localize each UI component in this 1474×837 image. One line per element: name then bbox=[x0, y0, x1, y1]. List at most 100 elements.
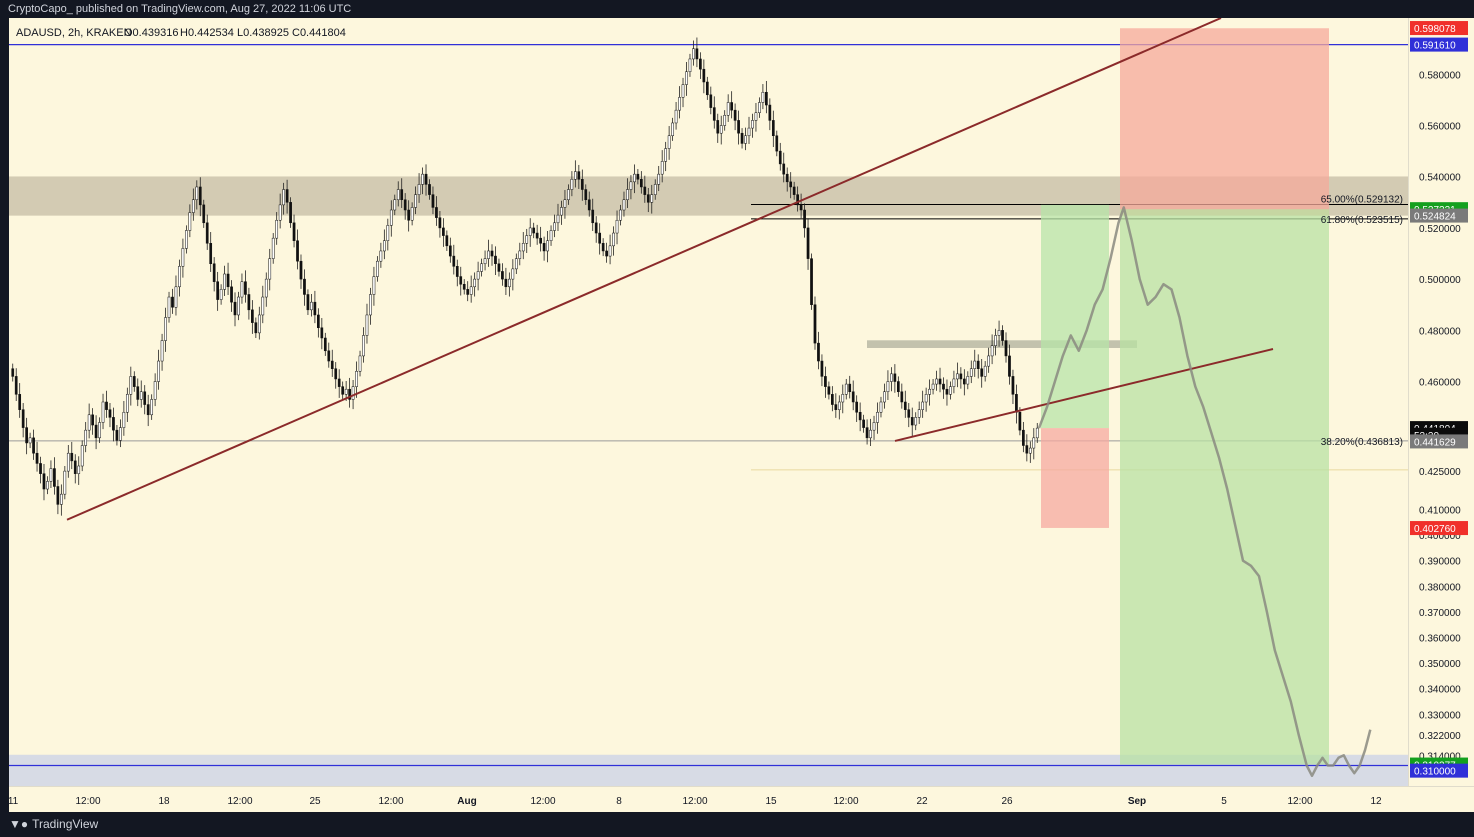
candle-body bbox=[219, 289, 223, 300]
candle-body bbox=[417, 184, 421, 195]
consolidation-zone bbox=[867, 340, 1137, 348]
candle-body bbox=[188, 212, 192, 231]
lower-trendline bbox=[894, 348, 1274, 442]
candle bbox=[376, 256, 379, 282]
candle bbox=[1025, 434, 1029, 462]
candle bbox=[226, 262, 230, 295]
candle bbox=[1015, 384, 1018, 424]
candle-body bbox=[754, 112, 758, 121]
candle bbox=[667, 126, 671, 160]
candle bbox=[60, 484, 63, 516]
candle-body bbox=[945, 388, 949, 395]
candle bbox=[959, 367, 963, 389]
x-tick-label: 12:00 bbox=[833, 796, 858, 807]
candle-body bbox=[77, 465, 81, 474]
candle bbox=[254, 317, 258, 338]
candle bbox=[1001, 325, 1004, 346]
candle bbox=[525, 228, 529, 254]
price-scale[interactable]: USD 0.5800000.5600000.5400000.5200000.50… bbox=[1408, 18, 1474, 786]
candle bbox=[84, 421, 88, 453]
candle-body bbox=[323, 337, 327, 352]
candle-body bbox=[664, 148, 668, 162]
price-label-bg bbox=[1410, 434, 1468, 449]
chart-area[interactable]: 65.00%(0.529132) 61.80%(0.523515) 38.20%(0… bbox=[9, 18, 1408, 786]
candle bbox=[139, 380, 143, 408]
time-axis[interactable]: 11 12:00 18 12:00 25 12:00 Aug 12:00 8 12:00 15 12:… bbox=[8, 786, 1474, 813]
candle bbox=[35, 441, 39, 472]
candle bbox=[1035, 422, 1039, 443]
candle bbox=[615, 210, 619, 245]
tradingview-logo-icon[interactable]: ▼● bbox=[9, 817, 29, 831]
candle-body bbox=[205, 222, 209, 244]
candle-body bbox=[827, 386, 831, 395]
candle-body bbox=[424, 173, 428, 185]
candle bbox=[42, 463, 46, 501]
candle bbox=[330, 349, 334, 377]
candle-body bbox=[146, 404, 150, 416]
candle-body bbox=[872, 422, 876, 431]
candle-body bbox=[115, 429, 119, 441]
candle bbox=[438, 211, 442, 238]
candle bbox=[303, 269, 306, 306]
candle-body bbox=[789, 181, 793, 188]
candle bbox=[459, 266, 463, 296]
candle bbox=[73, 454, 77, 484]
footer-brand[interactable]: TradingView bbox=[32, 817, 99, 831]
x-tick-label: Aug bbox=[457, 796, 476, 807]
candle-body bbox=[511, 268, 515, 280]
candle bbox=[452, 244, 456, 275]
candle bbox=[223, 265, 226, 297]
candle bbox=[664, 141, 668, 172]
candle bbox=[14, 368, 18, 401]
candle-body bbox=[275, 219, 279, 239]
candle-body bbox=[705, 81, 709, 96]
candle-body bbox=[435, 207, 438, 218]
candle-body bbox=[344, 388, 348, 395]
candle-body bbox=[699, 58, 702, 70]
price-scale-svg[interactable]: USD 0.5800000.5600000.5400000.5200000.50… bbox=[1409, 18, 1474, 786]
candle bbox=[949, 381, 952, 400]
candle-body bbox=[726, 102, 730, 116]
candle bbox=[542, 236, 546, 261]
candle-body bbox=[372, 276, 376, 295]
candle-body bbox=[39, 463, 42, 474]
candle-body bbox=[251, 309, 254, 323]
time-axis-svg[interactable]: 11 12:00 18 12:00 25 12:00 Aug 12:00 8 12:00 15 12:… bbox=[8, 787, 1474, 813]
candle-body bbox=[1011, 376, 1015, 395]
candle bbox=[907, 403, 911, 428]
candle bbox=[483, 250, 487, 271]
y-tick-label: 0.322000 bbox=[1419, 731, 1461, 742]
candle-body bbox=[348, 388, 351, 400]
candle bbox=[580, 169, 584, 201]
price-label: 0.402760 bbox=[1410, 521, 1468, 536]
candle-body bbox=[185, 230, 188, 249]
candle-body bbox=[421, 173, 424, 185]
y-tick-label: 0.400000 bbox=[1419, 531, 1461, 542]
candle bbox=[629, 175, 633, 200]
candle bbox=[931, 378, 935, 395]
candle-body bbox=[292, 222, 296, 241]
candle-body bbox=[337, 378, 341, 387]
candle bbox=[633, 164, 636, 194]
candle-body bbox=[667, 135, 671, 149]
candle bbox=[310, 293, 313, 317]
candle-body bbox=[712, 107, 716, 121]
candle bbox=[855, 395, 859, 422]
candle bbox=[674, 101, 678, 130]
candle bbox=[678, 86, 681, 119]
candle bbox=[733, 103, 737, 131]
candle bbox=[313, 290, 317, 324]
candle-body bbox=[997, 330, 1001, 336]
candle bbox=[25, 417, 28, 455]
candle bbox=[209, 232, 213, 272]
candle-body bbox=[139, 391, 143, 400]
x-tick-label: 15 bbox=[765, 796, 777, 807]
ohlc-high: H0.442534 bbox=[180, 27, 234, 39]
y-tick-label: 0.460000 bbox=[1419, 378, 1461, 389]
candle-body bbox=[32, 437, 35, 454]
candle-body bbox=[931, 383, 935, 390]
y-tick-label: 0.340000 bbox=[1419, 685, 1461, 696]
chart-svg[interactable]: 65.00%(0.529132) 61.80%(0.523515) 38.20%(0… bbox=[9, 18, 1408, 786]
candle-body bbox=[928, 388, 931, 395]
candle-body bbox=[608, 245, 612, 257]
